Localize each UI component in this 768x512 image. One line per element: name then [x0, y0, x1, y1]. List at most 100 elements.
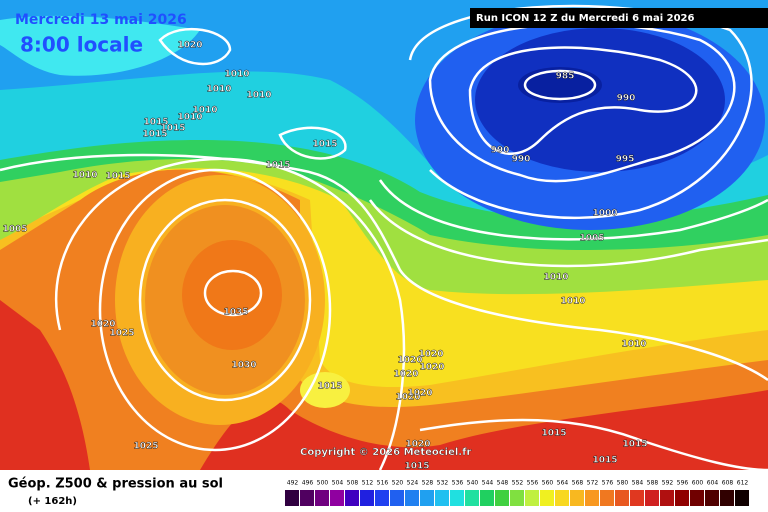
run-box	[470, 8, 768, 28]
isobar-label: 1020	[405, 440, 430, 450]
isobar-label: 1020	[418, 350, 443, 360]
scale-swatch	[585, 490, 599, 506]
scale-label: 572	[587, 480, 599, 487]
color-scale: 492 496 500 504 508 512 516 520 524 528 532 536 540 5…	[285, 480, 749, 506]
scale-swatch	[675, 490, 689, 506]
isobar-label: 1015	[143, 118, 168, 128]
isobar-label: 1010	[177, 113, 202, 123]
scale-label: 604	[707, 480, 719, 487]
scale-label: 536	[452, 480, 464, 487]
scale-label: 580	[617, 480, 629, 487]
isobar-label: 1015	[312, 140, 337, 150]
isobar-label: 1010	[224, 70, 249, 80]
scale-label: 552	[512, 480, 524, 487]
scale-swatch	[630, 490, 644, 506]
isobar-label: 1035	[223, 308, 248, 318]
isobar-label: 1010	[192, 106, 217, 116]
scale-label: 612	[737, 480, 749, 487]
scale-label: 548	[497, 480, 509, 487]
isobar-label: 995	[616, 155, 635, 165]
scale-label: 508	[347, 480, 359, 487]
copyright: Copyright © 2026 Meteociel.fr	[300, 447, 471, 458]
scale-swatch	[345, 490, 359, 506]
isobar-label: 1010	[72, 171, 97, 181]
scale-swatch	[645, 490, 659, 506]
scale-label: 600	[692, 480, 704, 487]
scale-swatch	[525, 490, 539, 506]
isobar-label: 1010	[246, 91, 271, 101]
isobar-label: 990	[491, 146, 510, 156]
scale-swatch	[555, 490, 569, 506]
scale-label: 492	[287, 480, 299, 487]
scale-label: 564	[557, 480, 569, 487]
isobar-label: 1000	[592, 209, 617, 219]
isobar-label: 1015	[265, 161, 290, 171]
scale-label: 512	[362, 480, 374, 487]
scale-label: 576	[602, 480, 614, 487]
isobar-label: 1020	[393, 370, 418, 380]
isobar-label: 1015	[592, 456, 617, 466]
scale-label: 596	[677, 480, 689, 487]
scale-label: 588	[647, 480, 659, 487]
scale-swatch	[615, 490, 629, 506]
isobar-label: 990	[617, 94, 636, 104]
isobar-label: 1020	[177, 41, 202, 51]
scale-swatch	[735, 490, 749, 506]
scale-label: 568	[572, 480, 584, 487]
isobar-label: 1010	[560, 297, 585, 307]
scale-label: 608	[722, 480, 734, 487]
isobar-label: 1010	[543, 273, 568, 283]
scale-swatch	[495, 490, 509, 506]
map-field	[0, 0, 768, 472]
scale-label: 504	[332, 480, 344, 487]
scale-swatch	[690, 490, 704, 506]
scale-label: 528	[422, 480, 434, 487]
isobar-label: 1015	[142, 130, 167, 140]
scale-swatch	[540, 490, 554, 506]
isobar-label: 1020	[397, 356, 422, 366]
scale-label: 540	[467, 480, 479, 487]
scale-swatch	[660, 490, 674, 506]
isobar-label: 1015	[317, 382, 342, 392]
scale-label: 560	[542, 480, 554, 487]
isobar-label: 1020	[395, 393, 420, 403]
isobar-label: 1020	[90, 320, 115, 330]
isobar-label: 1025	[133, 442, 158, 452]
scale-swatch	[315, 490, 329, 506]
scale-swatch	[375, 490, 389, 506]
isobar-label: 1020	[419, 363, 444, 373]
scale-label: 584	[632, 480, 644, 487]
scale-label: 556	[527, 480, 539, 487]
scale-swatch	[405, 490, 419, 506]
isobar-label: 1015	[541, 429, 566, 439]
isobar-label: 1005	[579, 234, 604, 244]
scale-label: 496	[302, 480, 314, 487]
forecast-date: Mercredi 13 mai 2026	[15, 12, 187, 28]
scale-swatch	[600, 490, 614, 506]
scale-swatch	[480, 490, 494, 506]
scale-swatch	[435, 490, 449, 506]
run-info: Run ICON 12 Z du Mercredi 6 mai 2026	[476, 13, 694, 24]
legend-title: Géop. Z500 & pression au sol	[8, 477, 223, 492]
isobar-label: 1010	[206, 85, 231, 95]
isobar-label: 1015	[105, 172, 130, 182]
isobar-label: 1015	[622, 440, 647, 450]
isobar-label: 1015	[160, 124, 185, 134]
isobar-label: 1010	[621, 340, 646, 350]
scale-label: 532	[437, 480, 449, 487]
scale-swatch	[450, 490, 464, 506]
isobar-labels: 1020101010101010101010151015101510101015…	[2, 40, 647, 472]
scale-swatch	[570, 490, 584, 506]
scale-label: 524	[407, 480, 419, 487]
scale-swatch	[285, 490, 299, 506]
isobar-label: 1015	[404, 462, 429, 472]
isobar-label: 1030	[231, 361, 256, 371]
scale-label: 544	[482, 480, 494, 487]
scale-swatch	[300, 490, 314, 506]
scale-swatch	[720, 490, 734, 506]
scale-swatch	[390, 490, 404, 506]
scale-swatch	[330, 490, 344, 506]
isobar-label: 1025	[109, 329, 134, 339]
isobar-label: 985	[556, 72, 575, 82]
